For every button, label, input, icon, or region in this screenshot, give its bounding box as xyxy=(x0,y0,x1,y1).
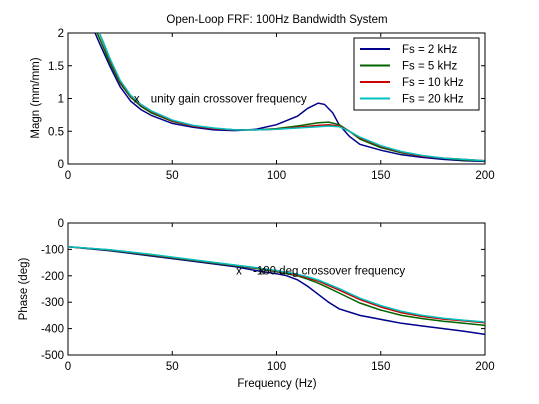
phase-series-line-1 xyxy=(67,246,486,336)
magnitude-series-group xyxy=(94,32,486,163)
phase-xlabel: Frequency (Hz) xyxy=(237,378,316,390)
phase-xtick-label: 100 xyxy=(267,361,286,373)
magnitude-xtick-label: 50 xyxy=(166,170,179,182)
legend: Fs = 2 kHz Fs = 5 kHz Fs = 10 kHz Fs = 20 k… xyxy=(353,37,480,111)
magnitude-ytick-label: 1 xyxy=(58,94,64,106)
phase-annotation-marker: x xyxy=(236,266,242,278)
magnitude-ytick-label: 1.5 xyxy=(48,61,64,73)
phase-xtick-label: 50 xyxy=(166,361,179,373)
phase-xtick-label: 150 xyxy=(371,361,390,373)
phase-annotation-label: -180 deg crossover frequency xyxy=(253,266,405,278)
legend-entry-3: Fs = 10 kHz xyxy=(402,77,464,89)
magnitude-annotations: x unity gain crossover frequency xyxy=(134,94,307,106)
legend-entry-2: Fs = 5 kHz xyxy=(402,61,458,73)
phase-ytick-label: -400 xyxy=(41,324,64,336)
phase-plot: 0 50 100 150 200 -500 -400 -300 -200 -100 0 Phase … xyxy=(18,218,495,390)
magnitude-ytick-label: 0.5 xyxy=(48,126,64,138)
phase-ticks: 0 50 100 150 200 -500 -400 -300 -200 -100 0 xyxy=(41,218,495,373)
phase-ytick-label: -200 xyxy=(41,271,64,283)
magnitude-ylabel: Magn (mm/mm) xyxy=(30,57,42,138)
phase-ytick-label: -100 xyxy=(41,244,64,256)
magnitude-plot-title: Open-Loop FRF: 100Hz Bandwidth System xyxy=(166,14,387,26)
magnitude-series-line-1 xyxy=(94,32,486,163)
phase-ytick-label: -500 xyxy=(41,350,64,362)
magnitude-ytick-label: 0 xyxy=(58,159,64,171)
magnitude-ytick-label: 2 xyxy=(58,28,64,40)
magnitude-xtick-label: 150 xyxy=(371,170,390,182)
phase-ytick-label: -300 xyxy=(41,297,64,309)
magnitude-xtick-label: 200 xyxy=(475,170,494,182)
magnitude-series-line-4 xyxy=(98,32,486,162)
magnitude-xtick-label: 100 xyxy=(267,170,286,182)
phase-series-line-4 xyxy=(67,246,486,323)
magnitude-annotation-marker: x xyxy=(134,94,140,106)
magnitude-annotation-label: unity gain crossover frequency xyxy=(151,94,307,106)
phase-series-group xyxy=(67,246,486,336)
magnitude-xtick-label: 0 xyxy=(65,170,71,182)
magnitude-ticks: 0 50 100 150 200 0 0.5 1 1.5 2 xyxy=(48,28,495,182)
phase-annotation-marker: x xyxy=(259,266,265,278)
legend-entry-1: Fs = 2 kHz xyxy=(402,44,458,56)
legend-entry-4: Fs = 20 kHz xyxy=(402,94,464,106)
phase-ylabel: Phase (deg) xyxy=(18,258,30,321)
phase-xtick-label: 200 xyxy=(475,361,494,373)
phase-axes-frame xyxy=(67,222,486,356)
magnitude-plot: Open-Loop FRF: 100Hz Bandwidth System 0 5… xyxy=(30,14,495,182)
phase-ytick-label: 0 xyxy=(58,218,64,230)
phase-xtick-label: 0 xyxy=(65,361,71,373)
